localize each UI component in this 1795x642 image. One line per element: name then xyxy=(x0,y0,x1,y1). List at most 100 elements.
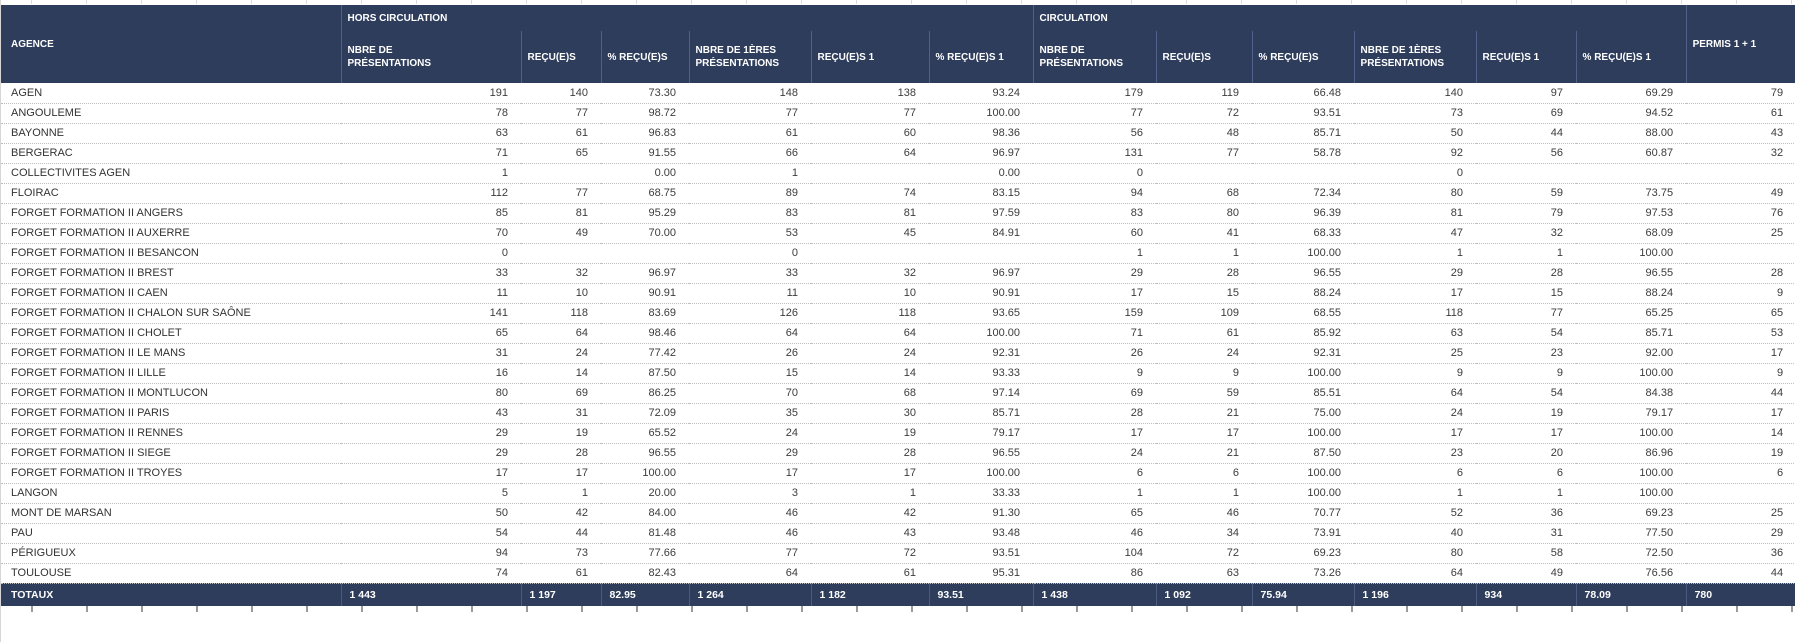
table-cell: 65 xyxy=(341,323,521,344)
table-cell: 33.33 xyxy=(929,483,1034,504)
table-row: FORGET FORMATION II AUXERRE 70 49 70.00 53 45… xyxy=(1,223,1795,244)
table-cell: 92.00 xyxy=(1576,343,1687,364)
table-cell: 17 xyxy=(811,463,929,484)
table-cell: 77 xyxy=(521,103,601,124)
table-cell: 33 xyxy=(341,263,521,284)
table-row: FLOIRAC 112 77 68.75 89 74 83.15 94 68 72.34 80 59 7… xyxy=(1,183,1795,204)
table-cell: 179 xyxy=(1033,83,1157,104)
table-cell: 58.78 xyxy=(1252,143,1355,164)
table-cell: 23 xyxy=(1354,443,1477,464)
column-header-c-1eres-presentations: NBRE DE 1ÈRES PRÉSENTATIONS xyxy=(1353,31,1477,83)
table-cell: 16 xyxy=(341,363,521,384)
table-cell: 91.55 xyxy=(601,143,689,164)
table-cell: 5 xyxy=(341,483,521,504)
table-cell: 50 xyxy=(341,503,521,524)
table-cell: 85.71 xyxy=(1252,123,1355,144)
table-cell: 63 xyxy=(341,123,521,144)
column-header-c-presentations: NBRE DE PRÉSENTATIONS xyxy=(1032,31,1157,83)
table-cell: 49 xyxy=(1476,563,1577,584)
column-header-agence: AGENCE xyxy=(1,5,342,83)
totals-cell: 1 443 xyxy=(340,583,521,606)
table-cell: 20 xyxy=(1476,443,1577,464)
table-cell: 48 xyxy=(1156,123,1253,144)
table-cell: 69.29 xyxy=(1576,83,1687,104)
table-cell: 6 xyxy=(1156,463,1253,484)
table-cell: 65 xyxy=(1033,503,1157,524)
table-cell: 6 xyxy=(1033,463,1157,484)
table-cell: 73.26 xyxy=(1252,563,1355,584)
table-cell: 44 xyxy=(1476,123,1577,144)
table-cell: 28 xyxy=(1033,403,1157,424)
table-row: FORGET FORMATION II LILLE 16 14 87.50 15 14 93… xyxy=(1,363,1795,384)
table-cell: 79.17 xyxy=(929,423,1034,444)
agency-name: BERGERAC xyxy=(1,143,341,164)
table-cell: 100.00 xyxy=(1252,243,1355,264)
column-header-hc-recues: REÇU(E)S xyxy=(520,31,601,83)
table-cell: 46 xyxy=(689,503,811,524)
table-cell: 93.24 xyxy=(929,83,1034,104)
table-cell: 118 xyxy=(1354,303,1477,324)
table-cell: 148 xyxy=(689,83,811,104)
table-cell: 68.33 xyxy=(1252,223,1355,244)
table-cell: 73.30 xyxy=(601,83,689,104)
table-cell: 1 xyxy=(1156,243,1253,264)
table-cell: 118 xyxy=(811,303,929,324)
table-footer: TOTAUX 1 443 1 197 82.95 1 264 1 182 93.51 1 4… xyxy=(1,583,1795,606)
table-cell: 56 xyxy=(1476,143,1577,164)
table-cell: 17 xyxy=(1033,283,1157,304)
table-cell: 0 xyxy=(341,243,521,264)
table-row: FORGET FORMATION II PARIS 43 31 72.09 35 30 85… xyxy=(1,403,1795,424)
table-cell: 93.33 xyxy=(929,363,1034,384)
table-row: FORGET FORMATION II CHOLET 65 64 98.46 64 64 1… xyxy=(1,323,1795,344)
totals-cell: 1 196 xyxy=(1353,583,1477,606)
table-cell: 32 xyxy=(521,263,601,284)
table-cell: 97.53 xyxy=(1576,203,1687,224)
table-cell: 3 xyxy=(689,483,811,504)
table-cell: 40 xyxy=(1354,523,1477,544)
table-cell xyxy=(811,163,929,184)
table-row: FORGET FORMATION II SIEGE 29 28 96.55 29 28 96… xyxy=(1,443,1795,464)
table-cell: 14 xyxy=(521,363,601,384)
table-cell: 96.97 xyxy=(929,143,1034,164)
table-cell xyxy=(1686,163,1795,184)
table-cell: 43 xyxy=(341,403,521,424)
table-cell: 83.69 xyxy=(601,303,689,324)
table-cell: 11 xyxy=(341,283,521,304)
table-cell: 17 xyxy=(1033,423,1157,444)
table-cell: 43 xyxy=(1686,123,1795,144)
table-cell: 119 xyxy=(1156,83,1253,104)
table-cell: 19 xyxy=(811,423,929,444)
table-cell: 96.39 xyxy=(1252,203,1355,224)
table-cell: 9 xyxy=(1033,363,1157,384)
table-cell: 64 xyxy=(689,563,811,584)
table-cell: 89 xyxy=(689,183,811,204)
table-cell: 93.48 xyxy=(929,523,1034,544)
table-cell: 68.55 xyxy=(1252,303,1355,324)
table-cell: 97 xyxy=(1476,83,1577,104)
table-cell: 81 xyxy=(1354,203,1477,224)
table-cell: 64 xyxy=(1354,563,1477,584)
totals-cell: 1 182 xyxy=(810,583,929,606)
table-cell: 77 xyxy=(811,103,929,124)
table-cell: 68.75 xyxy=(601,183,689,204)
table-cell: 96.55 xyxy=(1576,263,1687,284)
table-cell: 61 xyxy=(521,123,601,144)
totals-cell: 75.94 xyxy=(1251,583,1355,606)
table-cell: 78 xyxy=(341,103,521,124)
totals-cell: 1 092 xyxy=(1155,583,1253,606)
table-row: FORGET FORMATION II BESANCON 0 0 1 1 100.00 1 1… xyxy=(1,243,1795,264)
table-cell: 70.00 xyxy=(601,223,689,244)
table-cell: 80 xyxy=(1156,203,1253,224)
table-cell: 84.91 xyxy=(929,223,1034,244)
table-row: MONT DE MARSAN 50 42 84.00 46 42 91.30 65 46 70.7… xyxy=(1,503,1795,524)
table-cell: 100.00 xyxy=(1252,483,1355,504)
table-cell: 141 xyxy=(341,303,521,324)
agency-name: FORGET FORMATION II LE MANS xyxy=(1,343,341,364)
table-cell: 36 xyxy=(1476,503,1577,524)
table-cell: 46 xyxy=(1156,503,1253,524)
table-cell: 70 xyxy=(341,223,521,244)
table-cell: 14 xyxy=(811,363,929,384)
table-cell: 131 xyxy=(1033,143,1157,164)
table-cell: 65.52 xyxy=(601,423,689,444)
table-cell: 29 xyxy=(341,443,521,464)
